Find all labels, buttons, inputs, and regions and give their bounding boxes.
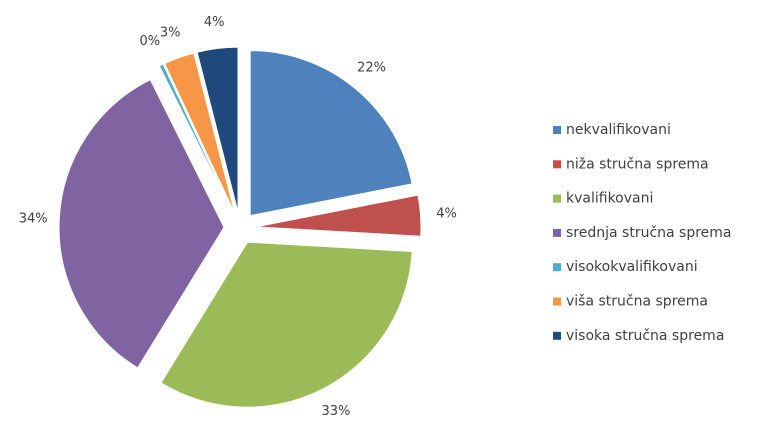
pie: 22% 4% 33% 34% 0%3% 4%	[19, 15, 457, 419]
legend-swatch	[553, 160, 561, 169]
legend-label: viša stručna sprema	[566, 294, 708, 310]
legend-swatch	[553, 194, 561, 203]
legend-swatch	[553, 263, 561, 272]
legend-swatch	[553, 228, 561, 237]
data-label: 34%	[19, 211, 48, 226]
pie-slice	[158, 63, 234, 214]
legend-swatch	[553, 331, 561, 340]
legend: nekvalifikovani niža stručna sprema kvalif…	[553, 122, 732, 344]
pie-slice	[255, 194, 422, 237]
legend-label: kvalifikovani	[566, 191, 653, 207]
data-label: 33%	[321, 404, 350, 419]
pie-slice	[196, 46, 239, 213]
legend-label: visoka stručna sprema	[566, 328, 724, 344]
legend-label: srednja stručna sprema	[566, 225, 732, 241]
data-label: 4%	[204, 15, 225, 30]
data-label: 0%	[140, 34, 161, 49]
pie-slice	[160, 241, 413, 408]
legend-label: visokokvalifikovani	[566, 259, 698, 275]
legend-swatch	[553, 297, 561, 306]
data-label: 4%	[436, 206, 457, 221]
legend-label: niža stručna sprema	[566, 156, 709, 172]
legend-swatch	[553, 126, 561, 134]
legend-label: nekvalifikovani	[566, 122, 671, 138]
data-label: 3%	[160, 26, 181, 41]
pie-slice	[163, 52, 236, 214]
pie-slice	[58, 79, 225, 369]
pie-slice	[249, 50, 413, 217]
data-label: 22%	[357, 61, 386, 76]
